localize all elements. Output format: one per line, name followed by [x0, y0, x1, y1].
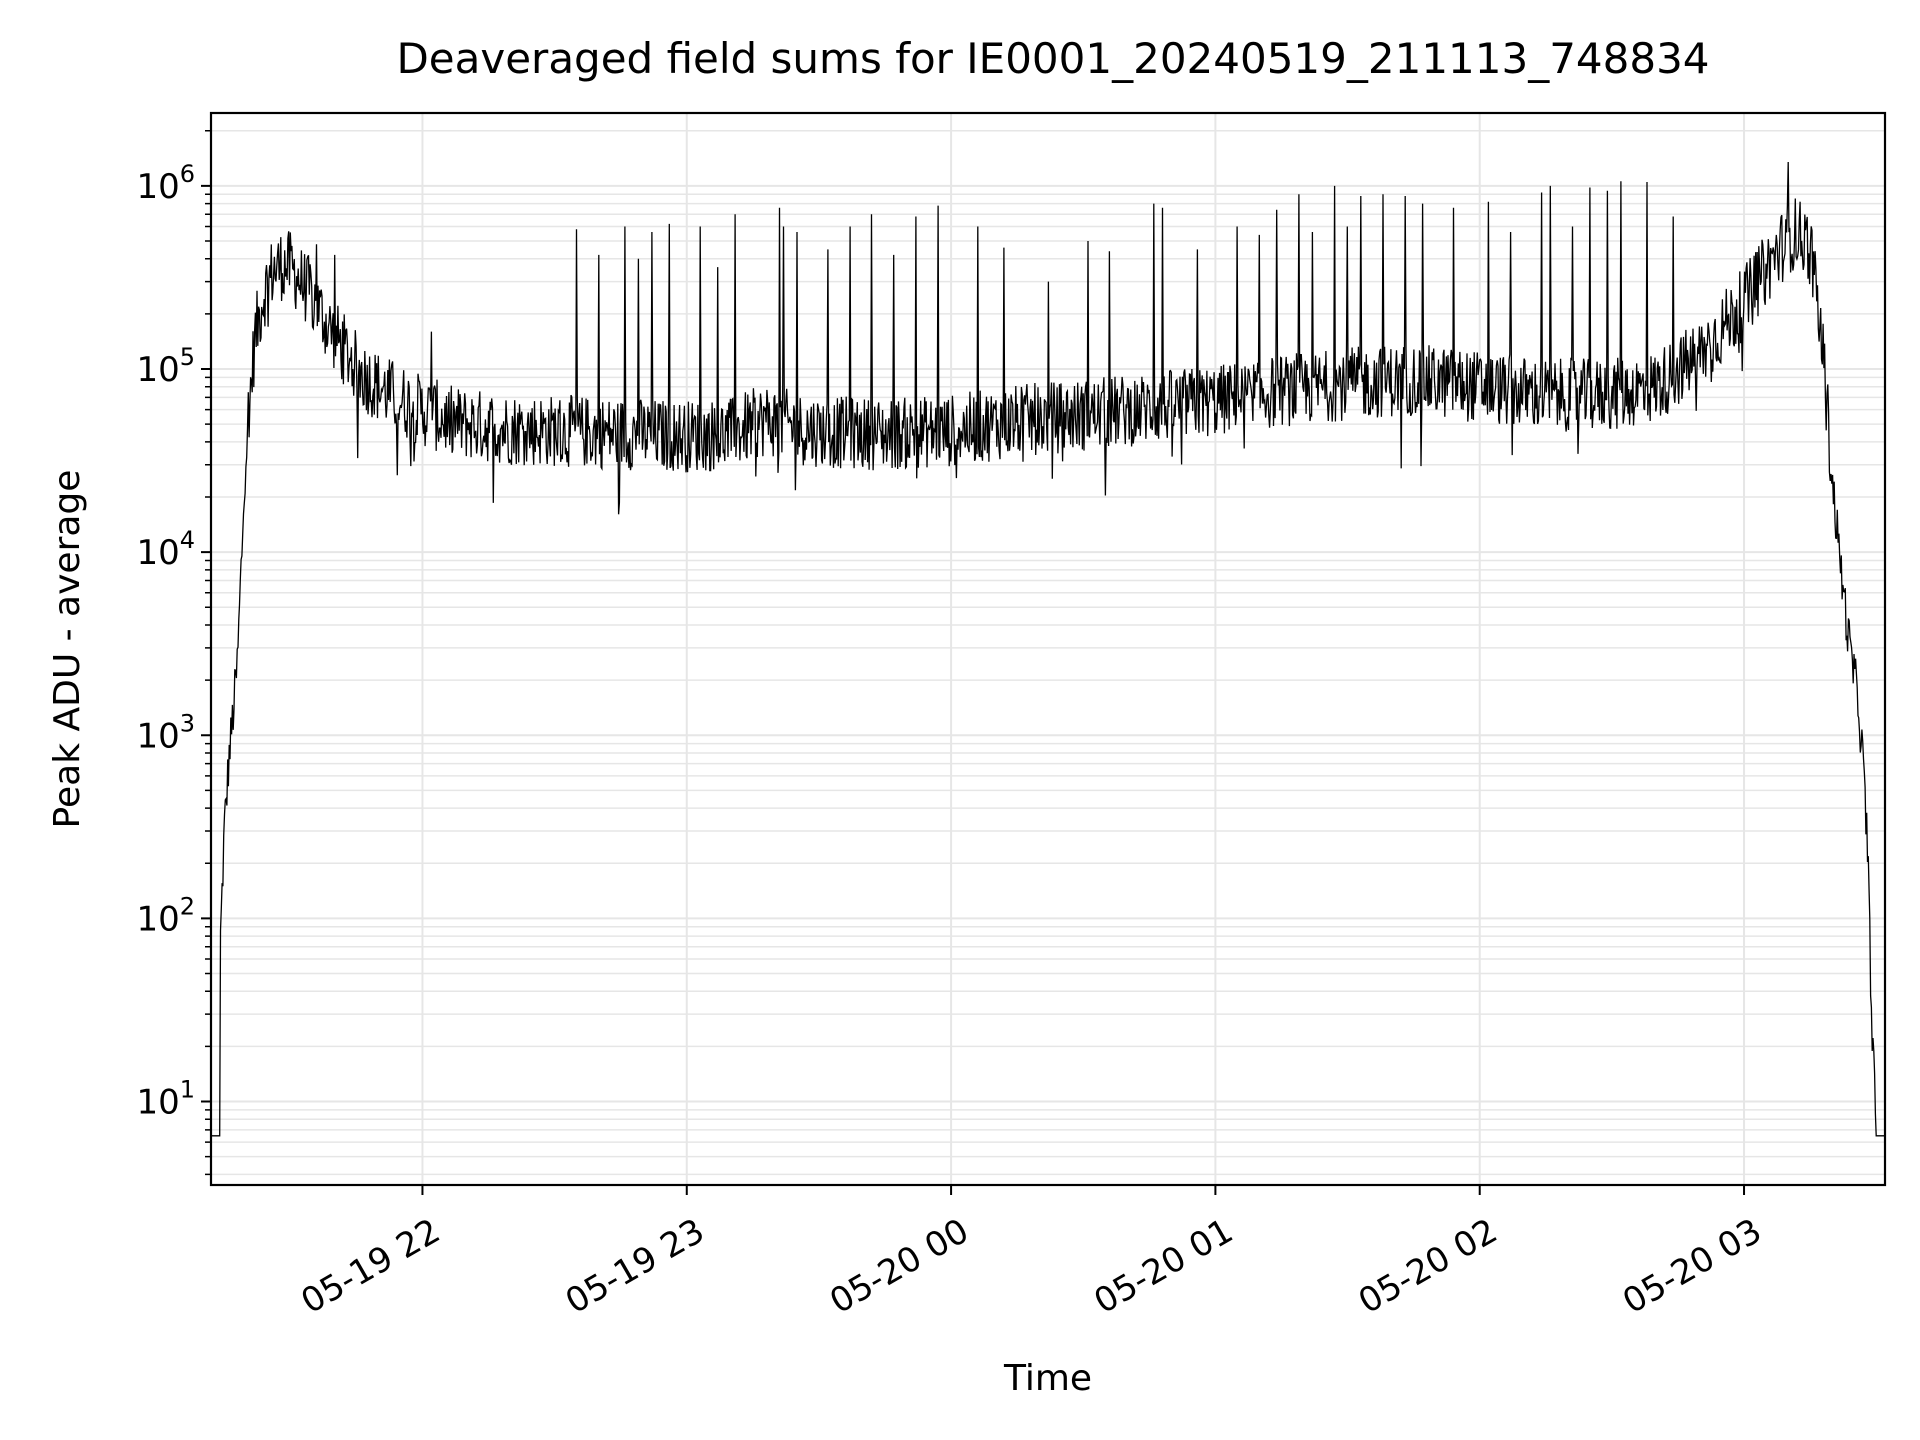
y-tick-label: 106	[136, 160, 195, 207]
grid	[211, 113, 1885, 1185]
y-axis-label: Peak ADU - average	[47, 470, 88, 829]
plot-area	[211, 161, 1885, 1137]
chart-title: Deaveraged field sums for IE0001_2024051…	[396, 34, 1709, 83]
y-tick-label: 101	[136, 1076, 195, 1123]
y-tick-label: 102	[136, 892, 195, 939]
series-line	[211, 161, 1885, 1137]
y-tick-label: 103	[136, 709, 195, 756]
x-axis-label: Time	[1003, 1358, 1092, 1399]
axes-frame	[209, 111, 1887, 1187]
y-tick-label: 105	[136, 343, 195, 390]
y-tick-label: 104	[136, 526, 195, 573]
y-axis: 101 102 103 104 105 106	[136, 160, 211, 1123]
